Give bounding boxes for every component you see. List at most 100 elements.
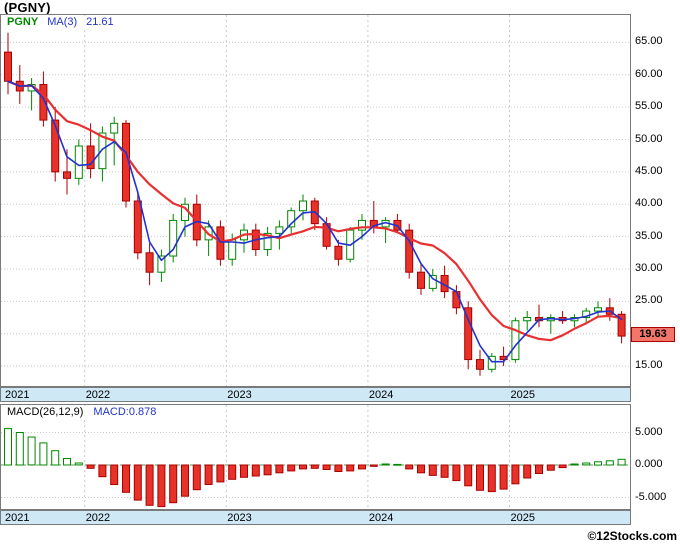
candle-up: [523, 317, 532, 322]
year-label: 2023: [227, 389, 252, 401]
candle-down: [145, 252, 154, 273]
price-axis-label: 60.00: [635, 67, 663, 80]
candle-up: [511, 320, 520, 361]
macd-params-label: MACD(26,12,9): [7, 406, 84, 418]
macd-bar-negative: [263, 464, 272, 476]
price-axis-label: 35.00: [635, 229, 663, 242]
macd-bar-negative: [417, 464, 425, 474]
macd-bar-negative: [181, 464, 189, 497]
macd-bar-positive: [15, 432, 24, 466]
price-axis-label: 55.00: [635, 100, 663, 113]
candle-up: [275, 226, 284, 234]
macd-bar-negative: [334, 464, 343, 472]
macd-value: MACD:0.878: [93, 406, 157, 418]
ma8-line: [6, 80, 623, 342]
macd-bar-positive: [594, 461, 602, 466]
macd-bar-negative: [346, 464, 355, 472]
candle-up: [98, 132, 107, 170]
macd-bar-positive: [381, 463, 390, 466]
macd-bar-negative: [322, 464, 331, 470]
macd-bar-positive: [393, 463, 402, 466]
macd-bar-negative: [440, 464, 449, 478]
candlesticks: [4, 32, 626, 376]
macd-bar-positive: [617, 458, 626, 466]
year-label: 2024: [368, 389, 394, 401]
candle-down: [617, 313, 626, 337]
year-label: 2022: [85, 389, 111, 401]
macd-bar-negative: [216, 464, 225, 483]
macd-bar-negative: [169, 464, 178, 504]
year-label: 2025: [510, 512, 535, 524]
candle-up: [487, 355, 496, 370]
macd-axis-label: -5.000: [635, 490, 667, 503]
candle-up: [299, 200, 307, 212]
macd-bar-negative: [487, 464, 496, 493]
candle-down: [405, 229, 414, 273]
price-axis-label: 50.00: [635, 132, 663, 145]
macd-histogram: [4, 428, 626, 508]
macd-bar-positive: [27, 436, 36, 466]
current-price-badge: 19.63: [631, 327, 675, 343]
macd-bar-positive: [63, 458, 71, 466]
macd-axis-label: 0.000: [635, 458, 663, 470]
price-axis-label: 15.00: [635, 359, 663, 372]
macd-bar-positive: [582, 462, 591, 466]
price-xaxis-band: 2021 2022 2023 2024 2025: [0, 387, 631, 402]
candle-down: [464, 307, 473, 361]
macd-bar-negative: [240, 464, 248, 478]
macd-bar-negative: [499, 464, 508, 490]
ticker-symbol: PGNY: [7, 16, 39, 28]
year-label: 2021: [5, 389, 30, 401]
copyright-link[interactable]: ©12Stocks.com: [587, 529, 677, 543]
macd-bar-negative: [275, 464, 284, 474]
macd-panel: MACD(26,12,9) MACD:0.878: [0, 404, 631, 510]
candle-up: [110, 122, 119, 134]
price-chart-canvas: [1, 15, 630, 386]
price-axis-label: 30.00: [635, 261, 663, 274]
candle-down: [216, 226, 225, 260]
macd-bar-negative: [145, 464, 154, 506]
candle-down: [4, 51, 12, 82]
candle-down: [63, 171, 71, 179]
price-axis-label: 40.00: [635, 197, 663, 210]
candle-up: [582, 310, 591, 319]
candle-down: [417, 271, 425, 289]
macd-bar-positive: [74, 462, 83, 466]
candle-down: [476, 359, 484, 370]
price-axis-label: 45.00: [635, 164, 663, 177]
macd-bar-negative: [228, 464, 237, 480]
macd-bar-negative: [428, 464, 437, 476]
macd-bar-positive: [4, 428, 12, 466]
macd-bar-negative: [192, 464, 201, 491]
macd-bar-negative: [523, 464, 532, 479]
macd-bar-positive: [570, 463, 579, 466]
macd-chart-canvas: [1, 405, 630, 509]
macd-bar-negative: [122, 464, 130, 493]
macd-bar-negative: [98, 464, 107, 478]
macd-bar-negative: [452, 464, 461, 482]
candle-down: [133, 200, 142, 254]
macd-xaxis-band: 2021 2022 2023 2024 2025: [0, 510, 631, 525]
year-label: 2023: [227, 512, 252, 524]
ma-value: 21.61: [86, 16, 114, 28]
macd-legend: MACD(26,12,9) MACD:0.878: [5, 406, 159, 418]
candle-up: [157, 255, 166, 273]
candle-up: [358, 219, 366, 231]
macd-bar-positive: [39, 442, 48, 466]
macd-bar-negative: [464, 464, 473, 487]
year-label: 2021: [5, 512, 30, 524]
page-title: (PGNY): [4, 0, 51, 15]
ma-label: MA(3): [47, 16, 78, 28]
macd-bar-negative: [405, 464, 414, 470]
candle-down: [51, 119, 60, 173]
macd-bar-negative: [558, 464, 567, 469]
candle-up: [263, 232, 272, 251]
price-legend: PGNY MA(3) 21.61: [5, 16, 125, 28]
macd-bar-negative: [310, 464, 319, 469]
macd-bar-positive: [605, 460, 614, 466]
year-label: 2024: [368, 512, 394, 524]
right-price-axis: 65.00 60.00 55.00 50.00 45.00 40.00 35.00 30.00…: [634, 0, 680, 546]
macd-bar-negative: [476, 464, 484, 491]
macd-bar-negative: [204, 464, 213, 485]
